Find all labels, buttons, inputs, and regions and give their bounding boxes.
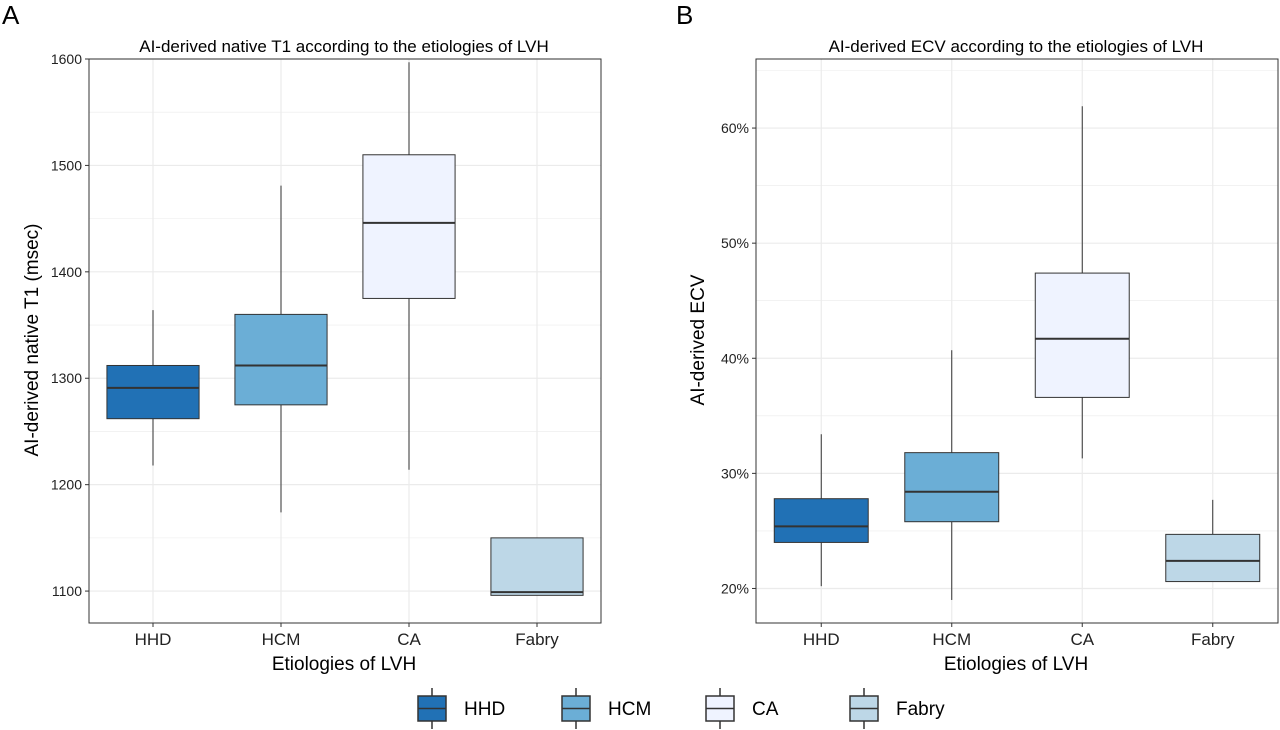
x-tick-label: CA: [1070, 630, 1094, 649]
panel-a-y-axis-label: AI-derived native T1 (msec): [22, 223, 43, 456]
x-tick-label: HHD: [135, 630, 172, 649]
panel-b-grid: [756, 59, 1278, 623]
legend: HHD HCM CA Fabry: [417, 688, 945, 729]
x-tick-label: HCM: [262, 630, 301, 649]
y-tick-label: 20%: [721, 580, 749, 596]
legend-item-hcm: HCM: [561, 688, 651, 729]
box-iqr: [362, 154, 456, 299]
box-iqr: [106, 364, 200, 420]
y-tick-label: 40%: [721, 350, 749, 366]
legend-label: HCM: [608, 699, 651, 720]
box-fabry: [1165, 499, 1261, 583]
box-hhd: [773, 434, 869, 587]
panel-a-x-axis-label: Etiologies of LVH: [272, 654, 416, 675]
y-tick-label: 1600: [51, 51, 82, 67]
box-fabry: [490, 537, 584, 596]
y-tick-label: 1400: [51, 264, 82, 280]
panel-a-border: [88, 58, 602, 624]
box-hhd: [106, 310, 200, 466]
x-tick-label: HCM: [932, 630, 971, 649]
box-iqr: [904, 452, 1000, 523]
y-tick-label: 1200: [51, 477, 82, 493]
panel-a-letter: A: [2, 0, 20, 30]
box-iqr: [1165, 533, 1261, 583]
legend-item-fabry: Fabry: [849, 688, 945, 729]
panel-a-x-ticks: HHD HCM CA Fabry: [135, 623, 559, 649]
y-tick-label: 60%: [721, 120, 749, 136]
box-ca: [1034, 106, 1130, 459]
box-ca: [362, 62, 456, 470]
box-iqr: [490, 537, 584, 596]
legend-label: CA: [752, 699, 779, 720]
y-tick-label: 30%: [721, 465, 749, 481]
panel-b-title: AI-derived ECV according to the etiologi…: [829, 37, 1204, 56]
panel-b-boxes: [773, 106, 1261, 600]
panel-b-y-ticks: 20% 30% 40% 50% 60%: [721, 120, 756, 596]
box-iqr: [1034, 272, 1130, 398]
panel-a-boxes: [106, 62, 584, 596]
panel-a-chart: A AI-derived native T1 according to the …: [2, 0, 602, 675]
panel-a-title: AI-derived native T1 according to the et…: [139, 37, 549, 56]
y-tick-label: 1100: [52, 583, 82, 599]
y-tick-label: 1300: [51, 370, 82, 386]
y-tick-label: 1500: [51, 157, 82, 173]
panel-b-x-ticks: HHD HCM CA Fabry: [803, 623, 1235, 649]
legend-label: HHD: [464, 699, 505, 720]
legend-item-ca: CA: [705, 688, 779, 729]
y-tick-label: 50%: [721, 235, 749, 251]
x-tick-label: CA: [397, 630, 421, 649]
panel-b-chart: B AI-derived ECV according to the etiolo…: [676, 0, 1279, 675]
box-hcm: [234, 185, 328, 513]
panel-b-letter: B: [676, 0, 693, 30]
panel-b-border: [755, 58, 1279, 624]
panel-a-y-ticks: 1100 1200 1300 1400 1500 1600: [51, 51, 89, 599]
panel-b-y-axis-label: AI-derived ECV: [688, 274, 709, 405]
x-tick-label: Fabry: [1191, 630, 1235, 649]
x-tick-label: Fabry: [515, 630, 559, 649]
box-hcm: [904, 350, 1000, 600]
x-tick-label: HHD: [803, 630, 840, 649]
box-iqr: [234, 313, 328, 406]
panel-b-x-axis-label: Etiologies of LVH: [944, 654, 1088, 675]
legend-item-hhd: HHD: [417, 688, 505, 729]
legend-label: Fabry: [896, 699, 945, 720]
box-iqr: [773, 498, 869, 543]
